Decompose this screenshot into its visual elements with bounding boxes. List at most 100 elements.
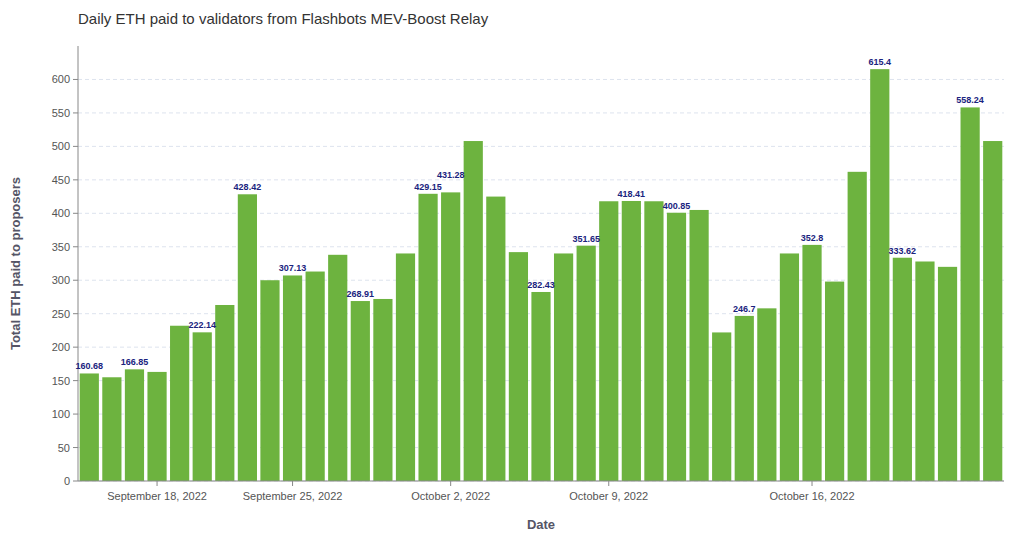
x-tick: [292, 481, 293, 486]
bar: [870, 69, 889, 481]
bar: [802, 245, 821, 481]
y-tick-label: 250: [52, 308, 70, 320]
bar: [509, 252, 528, 481]
bar: [486, 197, 505, 481]
bar: [464, 141, 483, 481]
bar: [260, 280, 279, 481]
x-tick-label: October 16, 2022: [770, 490, 855, 502]
bars: [80, 69, 1003, 481]
bar: [712, 332, 731, 481]
data-label: 431.28: [437, 170, 465, 180]
bar: [915, 261, 934, 481]
bar: [938, 267, 957, 481]
data-labels: 160.68166.85222.14428.42307.13268.91429.…: [76, 57, 984, 371]
bar: [735, 316, 754, 481]
y-tick: [73, 79, 78, 80]
y-tick-label: 300: [52, 274, 70, 286]
x-tick-label: October 2, 2022: [411, 490, 490, 502]
x-tick-label: October 9, 2022: [569, 490, 648, 502]
y-tick: [73, 246, 78, 247]
bar: [125, 369, 144, 481]
bar: [848, 172, 867, 481]
y-tick-label: 450: [52, 174, 70, 186]
y-tick: [73, 481, 78, 482]
bar: [599, 201, 618, 481]
y-tick-label: 50: [58, 442, 70, 454]
y-tick-label: 100: [52, 408, 70, 420]
bar: [554, 253, 573, 481]
bar: [351, 301, 370, 481]
bar: [983, 141, 1002, 481]
bar: [238, 194, 257, 481]
bar: [373, 299, 392, 481]
y-tick: [73, 347, 78, 348]
y-tick-label: 0: [64, 475, 70, 487]
bar: [306, 272, 325, 481]
data-label: 246.7: [733, 304, 756, 314]
bar: [102, 377, 121, 481]
bar: [441, 192, 460, 481]
y-tick: [73, 280, 78, 281]
bar: [825, 282, 844, 481]
data-label: 333.62: [889, 246, 917, 256]
data-label: 351.65: [572, 234, 600, 244]
x-tick-label: September 25, 2022: [243, 490, 343, 502]
y-tick-label: 350: [52, 241, 70, 253]
data-label: 307.13: [279, 263, 307, 273]
y-tick: [73, 313, 78, 314]
y-tick-label: 600: [52, 73, 70, 85]
x-tick: [157, 481, 158, 486]
y-tick: [73, 146, 78, 147]
y-tick: [73, 213, 78, 214]
bar: [193, 332, 212, 481]
bar: [396, 253, 415, 481]
y-tick-label: 550: [52, 107, 70, 119]
y-tick: [73, 179, 78, 180]
bar: [757, 308, 776, 481]
y-axis-line: [78, 46, 79, 481]
y-ticks: 0 50 100 150 200 250 300 350 400 450 500 550 600: [52, 73, 78, 487]
data-label: 160.68: [76, 361, 104, 371]
bar: [644, 201, 663, 481]
bar: [961, 107, 980, 481]
y-tick-label: 200: [52, 341, 70, 353]
bar: [531, 292, 550, 481]
x-tick-label: September 18, 2022: [107, 490, 207, 502]
data-label: 166.85: [121, 357, 149, 367]
bar: [622, 201, 641, 481]
y-tick: [73, 447, 78, 448]
bar: [418, 194, 437, 481]
data-label: 428.42: [234, 182, 262, 192]
x-ticks: September 18, 2022 September 25, 2022 Octo…: [107, 481, 854, 502]
title: Daily ETH paid to validators from Flashb…: [78, 10, 489, 27]
y-tick-label: 400: [52, 207, 70, 219]
x-axis-label: Date: [527, 517, 555, 532]
y-tick: [73, 380, 78, 381]
bar: [667, 213, 686, 481]
y-tick-label: 500: [52, 140, 70, 152]
bar: [577, 246, 596, 481]
grid-line: [78, 146, 1004, 147]
bar: [80, 373, 99, 481]
grid-line: [78, 79, 1004, 80]
data-label: 282.43: [527, 280, 555, 290]
bar: [893, 258, 912, 481]
data-label: 429.15: [414, 182, 442, 192]
grid: [78, 79, 1004, 481]
x-tick: [812, 481, 813, 486]
grid-line: [78, 481, 1004, 482]
chart: 0 50 100 150 200 250 300 350 400 450 500 550 600 Sept…: [0, 0, 1024, 543]
y-tick: [73, 414, 78, 415]
y-tick-label: 150: [52, 375, 70, 387]
bar: [328, 255, 347, 481]
bar: [780, 253, 799, 481]
bar: [215, 305, 234, 481]
data-label: 615.4: [869, 57, 892, 67]
data-label: 400.85: [663, 201, 691, 211]
bar: [689, 210, 708, 481]
data-label: 352.8: [801, 233, 824, 243]
grid-line: [78, 112, 1004, 113]
bar: [147, 372, 166, 481]
y-tick: [73, 112, 78, 113]
x-axis-line: [78, 481, 1004, 482]
